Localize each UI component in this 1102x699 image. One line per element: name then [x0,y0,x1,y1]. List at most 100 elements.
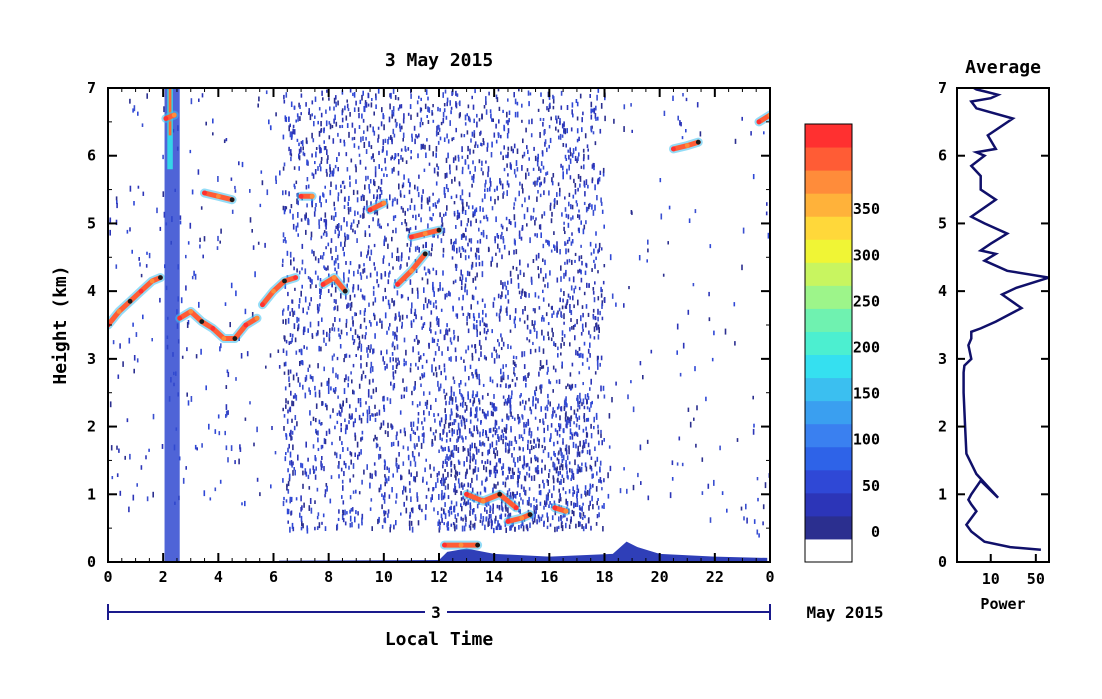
noise-speck [481,260,484,267]
noise-speck [575,523,577,529]
noise-speck [419,504,421,511]
noise-speck [441,477,443,482]
noise-speck [343,139,345,144]
colorbar-segment [805,538,852,563]
noise-speck [537,252,540,259]
noise-speck [186,322,189,328]
noise-speck [378,409,381,416]
noise-speck [503,244,506,250]
noise-speck [469,483,472,488]
noise-speck [454,176,456,182]
noise-speck [442,92,444,98]
noise-speck [301,505,303,511]
avg-y-tick-label: 4 [938,282,947,300]
noise-speck [554,428,557,432]
noise-speck [470,304,472,310]
noise-speck [414,476,417,483]
noise-speck [200,206,203,210]
noise-speck [463,525,466,532]
noise-speck [295,372,298,377]
noise-speck [479,320,481,327]
noise-speck [552,407,554,411]
noise-speck [416,287,419,291]
noise-speck [354,230,356,235]
noise-speck [531,118,533,125]
noise-speck [589,94,591,98]
noise-speck [450,110,452,115]
noise-speck [592,308,595,313]
noise-speck [485,433,488,438]
noise-speck [456,209,459,215]
noise-speck [318,306,320,312]
noise-speck [568,277,571,282]
noise-speck [341,441,343,446]
noise-speck [481,520,484,526]
noise-speck [352,474,355,478]
noise-speck [493,132,496,138]
noise-speck [401,314,404,320]
noise-speck [517,282,520,289]
noise-speck [382,258,385,264]
noise-speck [569,304,571,308]
noise-speck [552,410,554,417]
noise-speck [472,149,475,154]
noise-speck [318,224,321,229]
noise-speck [391,136,393,142]
noise-speck [410,520,413,526]
noise-speck [285,240,287,244]
noise-speck [532,400,534,407]
noise-speck [575,99,578,104]
noise-speck [287,291,289,297]
noise-speck [495,312,498,317]
noise-speck [696,405,698,411]
noise-speck [397,357,399,361]
noise-speck [418,504,420,510]
noise-speck [508,488,511,492]
noise-speck [353,339,356,343]
noise-speck [522,399,524,404]
noise-speck [447,521,449,525]
noise-speck [574,431,577,435]
noise-speck [358,451,361,457]
noise-speck [369,256,371,261]
noise-speck [317,166,319,171]
noise-speck [466,322,468,326]
noise-speck [369,367,372,374]
noise-speck [545,497,548,502]
noise-speck [462,496,464,500]
noise-speck [538,443,540,447]
noise-speck [500,434,502,441]
noise-speck [425,504,427,510]
noise-speck [225,414,227,418]
noise-speck [438,471,440,476]
noise-speck [392,88,395,94]
noise-speck [344,235,347,242]
noise-speck [299,116,301,122]
noise-speck [505,427,507,434]
noise-speck [447,187,449,193]
noise-speck [335,299,337,305]
noise-speck [593,259,595,263]
noise-speck [432,281,434,287]
noise-speck [314,256,317,261]
noise-speck [351,521,353,528]
noise-speck [457,414,459,418]
noise-speck [530,445,533,451]
noise-speck [512,473,514,480]
noise-speck [432,432,435,436]
noise-speck [364,100,367,105]
noise-speck [543,505,545,510]
noise-speck [444,446,446,451]
noise-speck [580,220,582,225]
noise-speck [535,217,537,221]
noise-speck [190,98,193,105]
noise-speck [475,207,478,213]
noise-speck [122,361,124,367]
noise-speck [402,378,404,383]
noise-speck [504,442,507,448]
noise-speck [508,394,510,399]
noise-speck [525,172,527,178]
noise-speck [595,323,597,328]
noise-speck [428,391,431,395]
noise-speck [199,244,201,249]
